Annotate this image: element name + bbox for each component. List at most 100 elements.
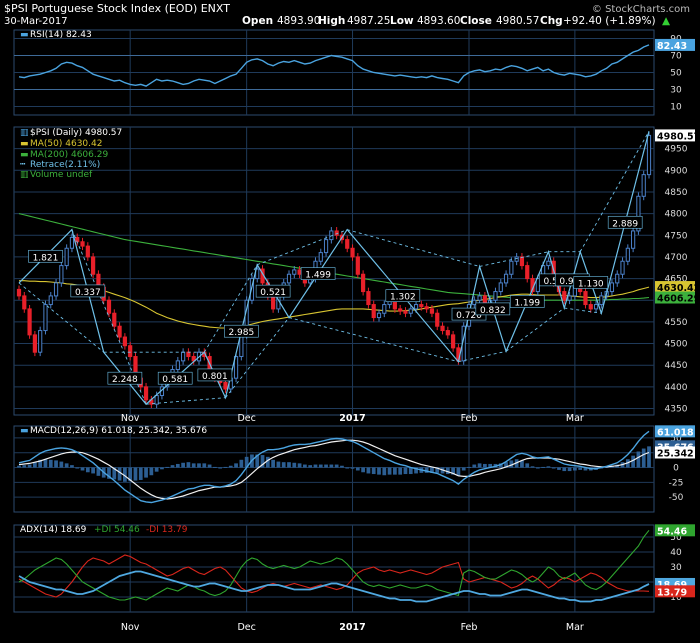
retrace-label-5: 0.801	[202, 372, 228, 382]
low-value: 4893.60	[417, 15, 460, 27]
rsi-tick-label-2: 50	[670, 69, 682, 79]
x-axis-label-1-1: Dec	[237, 622, 255, 633]
open-value: 4893.90	[277, 15, 320, 27]
macd-hist-bar-24	[144, 467, 148, 478]
candle-body-109	[593, 304, 599, 310]
macd-hist-bar-12	[80, 467, 85, 471]
macd-line	[18, 430, 650, 504]
close-value: 4980.57	[496, 15, 539, 27]
candle-body-91	[498, 282, 503, 293]
candle-body-78	[429, 308, 435, 314]
macd-hist-bar-81	[445, 467, 450, 475]
macd-hist-bar-97	[530, 466, 535, 468]
macd-hist-bar-56	[313, 464, 318, 468]
candle-body-53	[297, 269, 302, 275]
high-label: High	[318, 15, 345, 27]
chg-label: Chg	[540, 15, 563, 27]
macd-hist-bar-37	[213, 466, 217, 468]
candle-body-68	[376, 312, 382, 319]
macd-hist-bar-14	[91, 467, 95, 474]
retrace-dashed-14	[579, 131, 650, 252]
macd-hist-bar-49	[276, 461, 281, 468]
macd-hist-bar-50	[281, 462, 286, 468]
macd-hist-bar-31	[181, 462, 185, 468]
open-label: Open	[242, 15, 273, 27]
candle-body-2	[27, 308, 32, 336]
mdi-line	[18, 554, 650, 598]
macd-hist-bar-18	[112, 467, 117, 480]
chart-panels: 907050301082.434950490048504800475047004…	[13, 29, 700, 633]
retrace-label-10: 0.720	[456, 311, 482, 321]
macd-hist-bar-88	[483, 463, 487, 468]
macd-hist-bar-53	[297, 463, 302, 468]
volume-legend-text: Volume undef	[30, 170, 93, 180]
candle-body-117	[636, 195, 641, 232]
rsi-current-tag: 82.43	[657, 41, 687, 52]
macd-hist-bar-57	[318, 464, 323, 468]
macd-hist-bar-34	[197, 463, 201, 468]
macd-hist-bar-17	[107, 467, 111, 479]
retrace-label-bg-11	[475, 302, 511, 316]
rsi-panel: 907050301082.43	[13, 29, 695, 116]
macd-hist-bar-96	[525, 463, 530, 468]
candle-body-81	[445, 330, 450, 336]
price-tick-label-3: 4800	[665, 210, 688, 220]
macd-hist-bar-68	[377, 467, 381, 475]
macd-hist-bar-75	[414, 467, 418, 474]
candle-body-9	[64, 247, 69, 267]
macd-hist-bar-40	[228, 465, 233, 468]
adx-tick-label-1: 40	[670, 548, 682, 558]
macd-hist-bar-87	[477, 463, 482, 468]
macd-hist-bar-33	[191, 463, 196, 468]
price-tick-label-6: 4650	[665, 275, 688, 285]
candle-body-116	[631, 230, 636, 249]
retrace-dashed-8	[347, 229, 480, 267]
macd-hist-bar-32	[186, 462, 191, 468]
macd-hist-bar-58	[324, 464, 328, 468]
ma50-legend-text: MA(50) 4630.42	[30, 139, 102, 149]
retrace-dashed-0	[18, 282, 104, 353]
macd-hist-bar-1	[22, 465, 27, 468]
x-axis-label-1-0: Nov	[121, 622, 140, 633]
macd-hist-bar-26	[154, 467, 159, 472]
candle-body-104	[567, 295, 572, 301]
candle-body-100	[546, 260, 551, 267]
macd-tick-label-3: -25	[669, 478, 684, 488]
low-label: Low	[390, 15, 414, 27]
candle-body-1	[22, 295, 27, 310]
candle-body-58	[323, 239, 329, 254]
candle-body-63	[350, 247, 355, 258]
adx-tick-label-0: 50	[670, 533, 682, 543]
adx-tag-2-bg	[655, 585, 695, 598]
retrace-label-bg-1	[28, 249, 63, 263]
macd-hist-bar-64	[355, 467, 360, 471]
candle-body-17	[106, 299, 112, 314]
candle-body-79	[435, 312, 440, 327]
candle-body-57	[318, 252, 323, 262]
candle-body-96	[525, 265, 530, 280]
macd-hist-bar-107	[583, 467, 588, 471]
macd-legend-text: MACD(12,26,9) 61.018, 25.342, 35.676	[30, 426, 207, 436]
ma50-line	[19, 280, 650, 329]
candle-body-20	[122, 336, 127, 347]
retrace-dashed-7	[288, 317, 459, 363]
macd-hist-bar-84	[461, 467, 466, 471]
candle-body-30	[175, 360, 180, 371]
candle-body-108	[588, 304, 593, 310]
candle-body-95	[519, 256, 525, 267]
macd-hist-bar-59	[329, 464, 334, 468]
candle-body-26	[154, 395, 159, 405]
rsi-legend: ▬ RSI(14) 82.43	[20, 30, 92, 40]
candle-body-12	[80, 241, 85, 247]
macd-hist-bar-92	[504, 462, 508, 468]
macd-hist-bar-21	[128, 467, 133, 482]
macd-hist-bar-9	[64, 463, 69, 468]
macd-hist-bar-69	[382, 467, 387, 476]
candle-body-13	[85, 245, 90, 258]
candle-body-112	[609, 282, 615, 293]
pdi-legend-text: +DI 54.46	[94, 525, 140, 535]
macd-hist-bar-5	[43, 459, 48, 468]
retrace-label-3: 2.248	[112, 375, 138, 385]
macd-hist-bar-100	[546, 466, 551, 468]
